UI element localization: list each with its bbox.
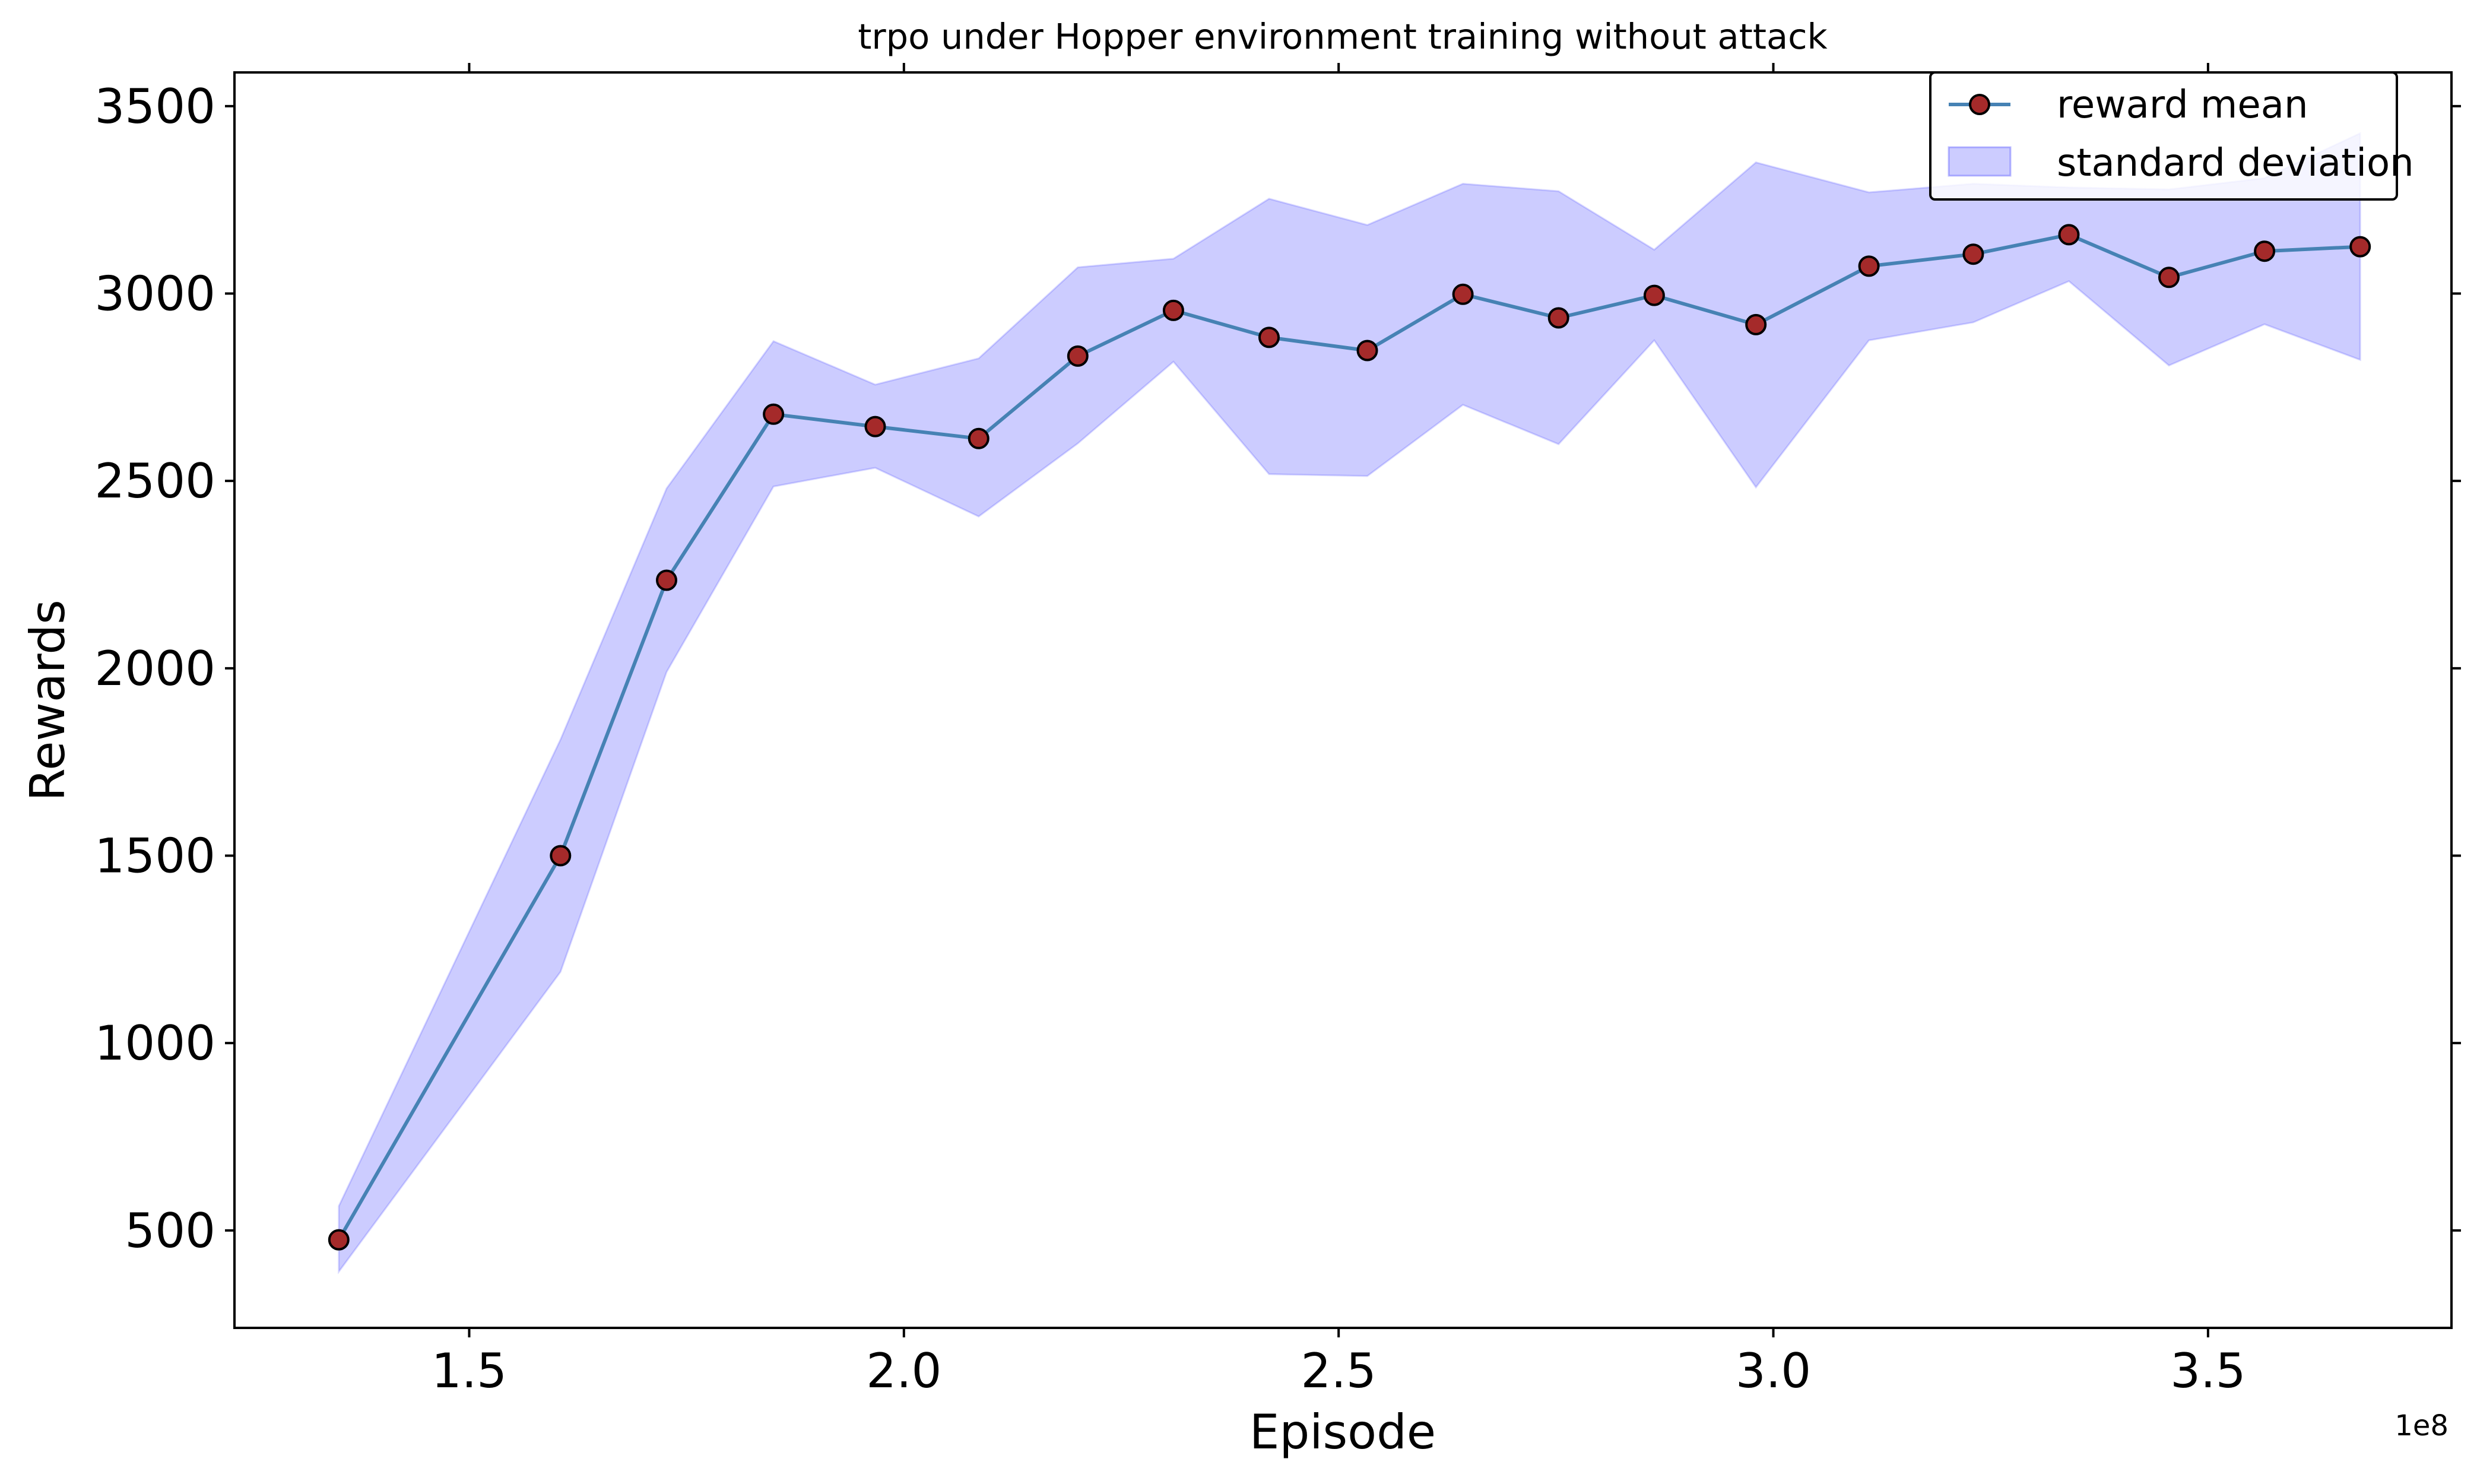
reward-mean-point	[328, 1229, 350, 1251]
y-tick-label: 1000	[94, 1016, 215, 1071]
reward-mean-point	[1162, 299, 1184, 321]
legend-band-swatch	[1948, 146, 2012, 177]
x-tick-label: 2.5	[1301, 1343, 1377, 1399]
reward-mean-point	[763, 403, 785, 425]
reward-mean-point	[656, 569, 677, 591]
reward-mean-point	[1356, 340, 1378, 362]
reward-mean-point	[2058, 224, 2080, 246]
legend-mean-label: reward mean	[2057, 83, 2308, 127]
y-tick-label: 1500	[94, 829, 215, 884]
x-tick-label: 2.0	[866, 1343, 941, 1399]
std-band-layer	[338, 131, 2361, 1274]
x-axis-offset-label: 1e8	[2394, 1409, 2449, 1442]
y-tick-label: 2000	[94, 641, 215, 696]
std-band	[338, 131, 2361, 1274]
reward-mean-point	[1547, 307, 1569, 329]
plot-frame	[233, 71, 2453, 1329]
x-tick-label: 3.0	[1736, 1343, 1811, 1399]
reward-mean-point	[1452, 283, 1474, 305]
reward-mean-point	[1962, 243, 1984, 265]
legend-box	[1929, 71, 2398, 201]
y-axis-ticks: 500 1000 1500 2000 2500 3000 3500	[94, 79, 2461, 1258]
mean-line-layer	[337, 233, 2361, 1241]
mean-marker-layer	[328, 224, 2371, 1251]
reward-mean-point	[2349, 236, 2371, 258]
reward-mean-line	[337, 233, 2361, 1241]
reward-mean-point	[550, 845, 572, 867]
x-tick-label: 3.5	[2170, 1343, 2246, 1399]
y-tick-label: 500	[125, 1203, 215, 1258]
reward-mean-point	[1067, 345, 1089, 367]
x-tick-label: 1.5	[432, 1343, 507, 1399]
y-tick-label: 2500	[94, 454, 215, 509]
y-tick-label: 3500	[94, 79, 215, 134]
reward-mean-point	[968, 427, 989, 449]
reward-mean-point	[1258, 326, 1280, 348]
reward-mean-point	[1745, 313, 1767, 335]
chart-title: trpo under Hopper environment training w…	[858, 16, 1827, 57]
legend: reward mean standard deviation	[1929, 71, 2414, 201]
legend-mean-marker	[1969, 94, 1990, 115]
reward-mean-point	[1858, 255, 1880, 277]
y-axis-label: Rewards	[20, 600, 75, 801]
y-tick-label: 3000	[94, 266, 215, 321]
reward-mean-point	[2254, 240, 2276, 262]
reward-mean-point	[1643, 284, 1665, 306]
reward-mean-point	[864, 416, 886, 437]
x-axis-ticks: 1.5 2.0 2.5 3.0 3.5	[432, 63, 2246, 1399]
reward-mean-point	[2158, 267, 2180, 288]
x-axis-label: Episode	[1249, 1404, 1436, 1460]
legend-band-label: standard deviation	[2057, 141, 2414, 185]
